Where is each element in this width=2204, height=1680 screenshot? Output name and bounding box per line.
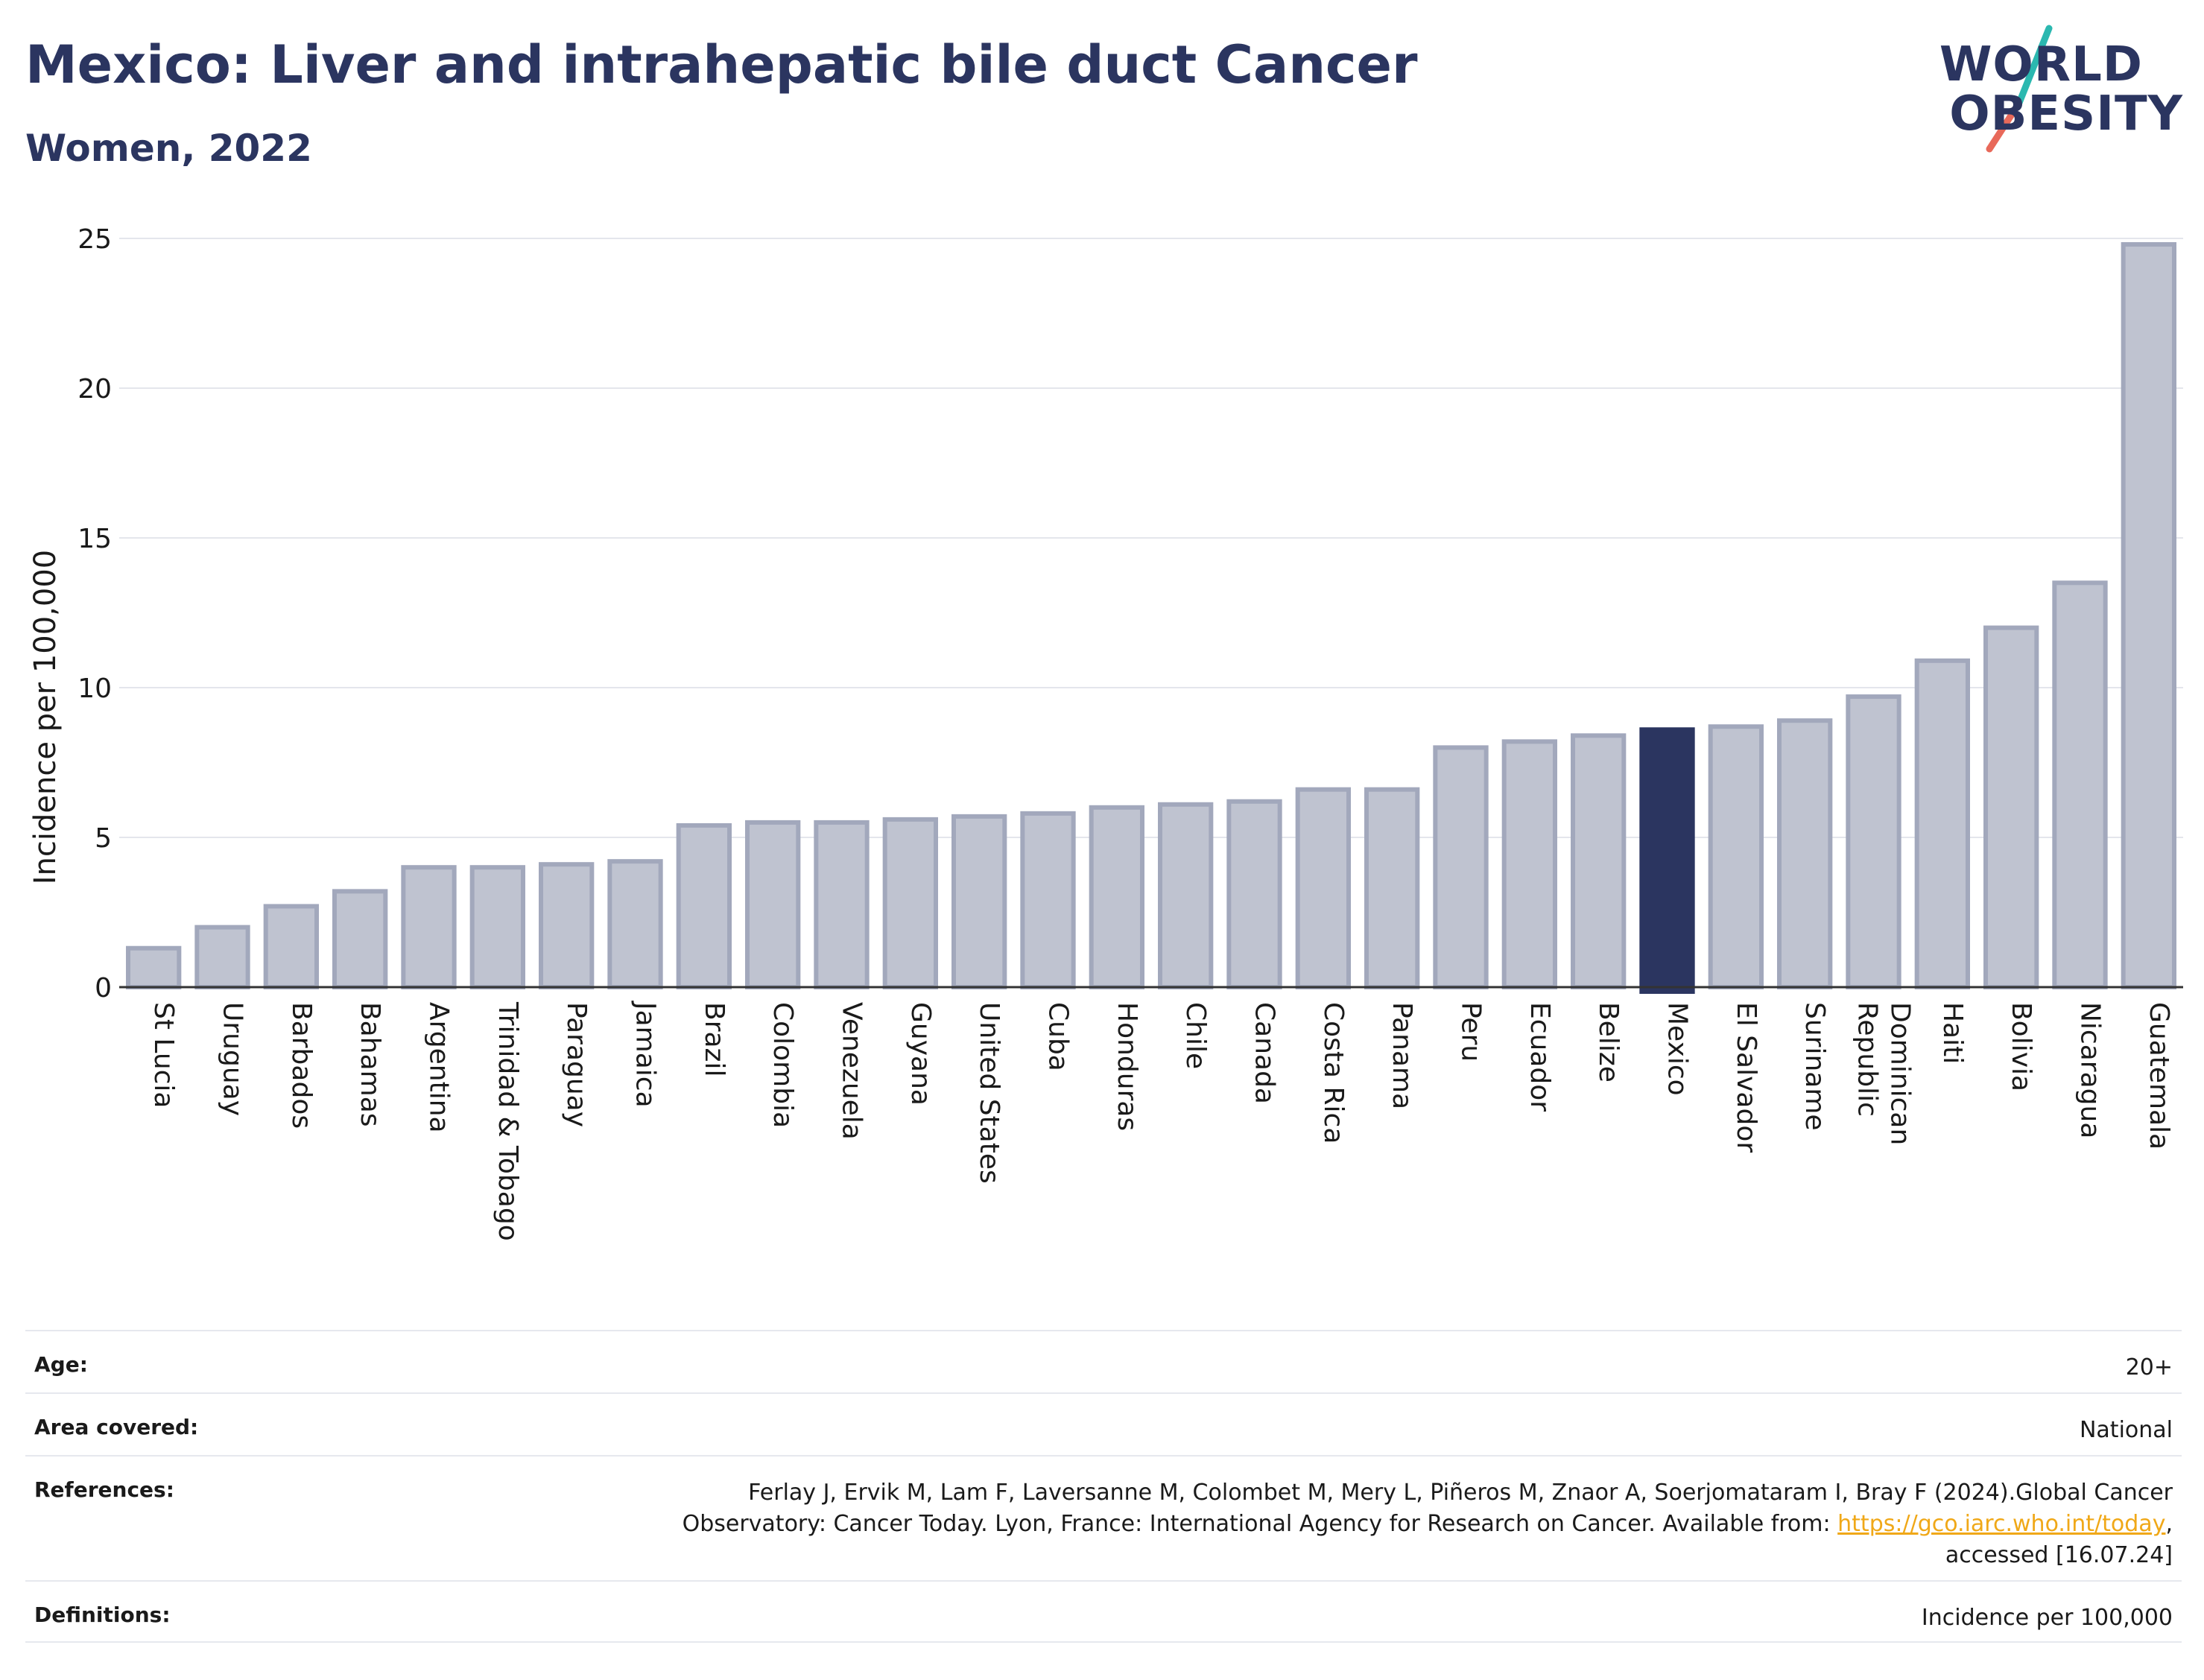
x-tick-label: Paraguay	[561, 1002, 592, 1127]
meta-row-age: Age: 20+	[25, 1330, 2182, 1392]
x-tick-label: Ecuador	[1524, 1002, 1555, 1112]
metadata-table: Age: 20+ Area covered: National Referenc…	[25, 1330, 2182, 1643]
x-tick-label: Venezuela	[837, 1002, 867, 1140]
x-tick-label: Peru	[1456, 1002, 1486, 1062]
logo-line-2: OBESITY	[1949, 86, 2183, 142]
bar-chart: 0 5 10 15 20 25 St Lucia Uruguay Barbados Bahama…	[28, 224, 2183, 1241]
area-label: Area covered:	[34, 1415, 199, 1439]
x-tick-label: Canada	[1250, 1002, 1280, 1104]
bar-argentina	[401, 865, 457, 990]
bar-guatemala	[2121, 242, 2176, 990]
bar-chile	[1158, 802, 1214, 990]
x-tick-label: Jamaica	[630, 1001, 661, 1108]
bars	[126, 242, 2176, 995]
x-tick-label: Panama	[1387, 1002, 1417, 1109]
meta-row-references: References: Ferlay J, Ervik M, Lam F, La…	[25, 1455, 2182, 1580]
x-tick-label: Cuba	[1043, 1002, 1074, 1071]
references-link[interactable]: https://gco.iarc.who.int/today	[1837, 1511, 2166, 1537]
y-tick-label: 10	[77, 673, 112, 704]
x-tick-label: Uruguay	[218, 1002, 248, 1116]
logo-line-1: WORLD	[1939, 37, 2143, 92]
x-tick-labels: St Lucia Uruguay Barbados Bahamas Argentina T…	[148, 1001, 2174, 1241]
bar-cuba	[1020, 811, 1076, 990]
y-tick-label: 20	[77, 374, 112, 405]
y-tick-label: 25	[77, 224, 112, 255]
meta-row-definitions: Definitions: Incidence per 100,000	[25, 1580, 2182, 1643]
bar-colombia	[745, 820, 801, 990]
bar-brazil	[676, 822, 732, 989]
bar-honduras	[1089, 805, 1144, 989]
y-axis-label: Incidence per 100,000	[28, 550, 63, 885]
definitions-value: Incidence per 100,000	[1921, 1605, 2173, 1631]
age-label: Age:	[34, 1352, 88, 1377]
bar-costa-rica	[1295, 787, 1351, 989]
x-tick-label: Barbados	[286, 1002, 317, 1129]
references-value: Ferlay J, Ervik M, Lam F, Laversanne M, …	[683, 1477, 2173, 1580]
y-tick-label: 15	[77, 524, 112, 554]
bar-panama	[1364, 787, 1420, 989]
bar-nicaragua	[2052, 580, 2108, 989]
y-tick-label: 5	[95, 823, 112, 854]
bar-belize	[1571, 733, 1627, 989]
bar-jamaica	[607, 859, 663, 989]
bar-dominican-republic	[1846, 694, 1901, 989]
x-tick-label: St Lucia	[148, 1002, 179, 1109]
references-line-1: Ferlay J, Ervik M, Lam F, Laversanne M, …	[748, 1480, 2173, 1506]
x-tick-label: Suriname	[1799, 1002, 1830, 1131]
x-tick-label: Costa Rica	[1318, 1002, 1349, 1144]
x-tick-label: Argentina	[424, 1002, 455, 1133]
bar-haiti	[1914, 658, 1970, 989]
x-tick-label: Chile	[1180, 1002, 1211, 1069]
bar-bolivia	[1983, 625, 2039, 989]
x-tick-label: Bolivia	[2006, 1002, 2036, 1091]
world-obesity-logo: WORLD OBESITY	[1937, 22, 2183, 156]
x-tick-label: Trinidad & Tobago	[493, 1001, 523, 1241]
y-tick-label: 0	[95, 973, 112, 1004]
references-line-2-end: ,	[2165, 1511, 2173, 1537]
references-line-2: Observatory: Cancer Today. Lyon, France:…	[682, 1511, 1838, 1537]
bar-uruguay	[194, 925, 250, 989]
x-tick-label: DominicanRepublic	[1852, 1002, 1916, 1145]
x-tick-label: Colombia	[767, 1002, 798, 1128]
bar-peru	[1433, 745, 1489, 990]
gridlines	[119, 238, 2183, 838]
x-tick-label: Guatemala	[2144, 1002, 2174, 1150]
x-tick-label: United States	[974, 1002, 1004, 1184]
age-value: 20+	[2125, 1354, 2173, 1381]
x-tick-label: Nicaragua	[2075, 1002, 2106, 1138]
x-tick-label: Haiti	[1937, 1002, 1968, 1064]
bar-mexico	[1639, 727, 1695, 995]
bar-trinidad-tobago	[469, 865, 525, 990]
bar-guyana	[882, 817, 938, 989]
bar-bahamas	[332, 889, 388, 989]
logo-slash-icon	[1986, 25, 2053, 153]
x-tick-label: El Salvador	[1731, 1002, 1761, 1153]
chart-subtitle: Women, 2022	[25, 127, 312, 170]
bar-venezuela	[814, 820, 870, 990]
references-line-3: accessed [16.07.24]	[1945, 1542, 2173, 1568]
bar-el-salvador	[1708, 724, 1764, 989]
x-tick-label: Bahamas	[355, 1002, 385, 1127]
references-label: References:	[34, 1477, 174, 1502]
chart-title: Mexico: Liver and intrahepatic bile duct…	[25, 34, 1418, 95]
bar-st-lucia	[126, 945, 182, 989]
x-tick-label: Honduras	[1112, 1002, 1142, 1131]
bar-barbados	[263, 904, 319, 990]
x-tick-label: Guyana	[905, 1002, 936, 1106]
meta-row-area: Area covered: National	[25, 1392, 2182, 1455]
definitions-label: Definitions:	[34, 1603, 171, 1627]
x-tick-label: Belize	[1593, 1002, 1624, 1083]
x-tick-label: Mexico	[1662, 1002, 1693, 1096]
y-tick-labels: 0 5 10 15 20 25	[77, 224, 112, 1004]
area-value: National	[2079, 1417, 2173, 1443]
bar-paraguay	[539, 862, 595, 989]
bar-ecuador	[1501, 739, 1557, 989]
bar-united-states	[951, 814, 1007, 989]
bar-suriname	[1777, 718, 1833, 989]
bar-canada	[1226, 799, 1282, 990]
x-tick-label: Brazil	[699, 1002, 729, 1077]
